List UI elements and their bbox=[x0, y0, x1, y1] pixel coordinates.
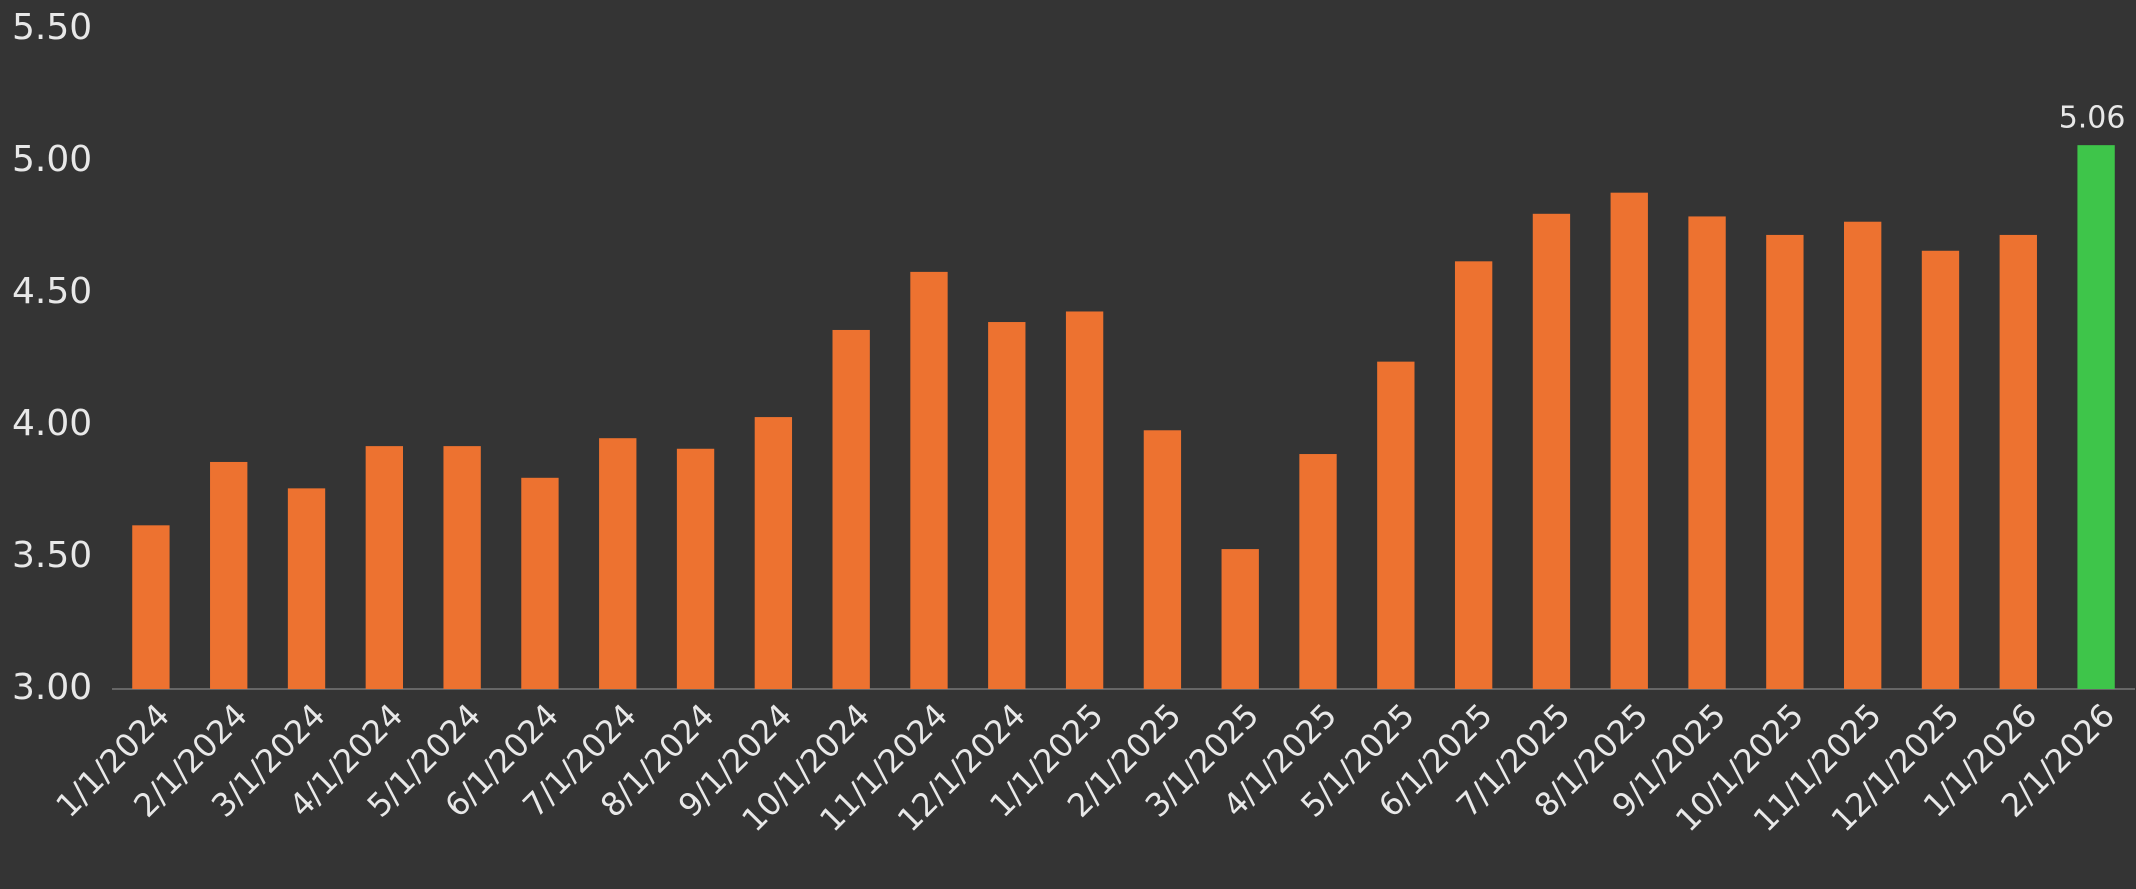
bar bbox=[1299, 454, 1337, 689]
bar bbox=[210, 461, 248, 689]
bar bbox=[287, 488, 326, 689]
bar bbox=[599, 438, 637, 689]
y-tick-label: 4.50 bbox=[12, 271, 92, 312]
bar bbox=[1143, 430, 1182, 689]
bar bbox=[676, 448, 715, 689]
bar bbox=[1532, 213, 1571, 690]
bar bbox=[1999, 234, 2037, 690]
data-label: 5.06 bbox=[2059, 101, 2126, 136]
bar bbox=[1843, 221, 1882, 689]
y-tick-label: 5.50 bbox=[12, 7, 92, 48]
bar bbox=[1610, 192, 1648, 689]
bar bbox=[754, 417, 793, 689]
y-tick-label: 5.00 bbox=[12, 139, 92, 180]
bar bbox=[132, 525, 170, 689]
bar bbox=[1766, 234, 1804, 690]
bar bbox=[1221, 549, 1259, 689]
bar bbox=[988, 322, 1026, 689]
bar bbox=[2077, 145, 2115, 689]
bar bbox=[521, 477, 559, 689]
y-tick-label: 3.00 bbox=[12, 667, 92, 708]
y-tick-label: 3.50 bbox=[12, 535, 92, 576]
y-tick-label: 4.00 bbox=[12, 403, 92, 444]
bar bbox=[910, 271, 948, 689]
bar bbox=[1921, 250, 1960, 689]
bar bbox=[1454, 261, 1493, 689]
bar bbox=[1065, 311, 1104, 689]
bar bbox=[443, 446, 481, 689]
bar bbox=[1377, 361, 1415, 689]
bar bbox=[832, 329, 870, 689]
bar bbox=[365, 446, 404, 689]
bar bbox=[1688, 216, 1726, 689]
